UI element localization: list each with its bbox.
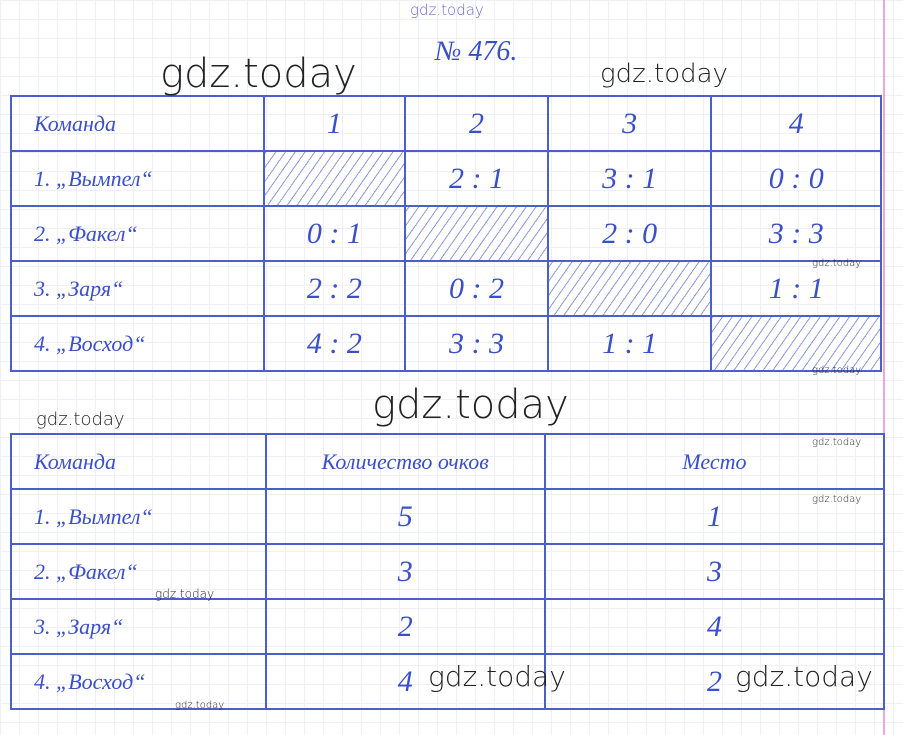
team-name: 4. „Восход“	[10, 315, 265, 372]
points-cell: 3	[264, 543, 546, 600]
hatched-cell	[262, 150, 407, 207]
points-cell: 4	[264, 653, 546, 710]
watermark: gdz.today	[155, 587, 215, 601]
table-row: 2. „Факел“ 0 : 1 2 : 0 3 : 3	[10, 205, 882, 262]
table-row: 1. „Вымпел“ 2 : 1 3 : 1 0 : 0	[10, 150, 882, 207]
table-row: 3. „Заря“ 2 : 2 0 : 2 1 : 1	[10, 260, 882, 317]
score-cell: 2 : 0	[546, 205, 713, 262]
team-name: 3. „Заря“	[10, 260, 265, 317]
score-cell: 1 : 1	[710, 260, 882, 317]
table-row: 1. „Вымпел“ 5 1	[10, 488, 886, 545]
table-row: 2. „Факел“ 3 3	[10, 543, 886, 600]
team-name: 2. „Факел“	[10, 205, 265, 262]
place-cell: 3	[543, 543, 886, 600]
header-cell: 4	[710, 95, 882, 152]
hatched-cell	[546, 260, 713, 317]
header-cell: Команда	[10, 95, 265, 152]
score-cell: 1 : 1	[546, 315, 713, 372]
team-name: 1. „Вымпел“	[10, 150, 265, 207]
score-cell: 4 : 2	[262, 315, 407, 372]
team-name: 4. „Восход“	[10, 653, 267, 710]
team-name: 2. „Факел“	[10, 543, 267, 600]
watermark: gdz.today	[812, 365, 862, 376]
place-cell: 1	[543, 488, 886, 545]
exercise-number: № 476.	[435, 36, 518, 67]
score-cell: 2 : 1	[404, 150, 549, 207]
watermark: gdz.today	[428, 660, 566, 693]
points-cell: 5	[264, 488, 546, 545]
watermark: gdz.today	[372, 382, 569, 428]
table-header-row: Команда 1 2 3 4	[10, 95, 882, 152]
table-header-row: Команда Количество очков Место	[10, 433, 886, 490]
score-cell: 0 : 1	[262, 205, 407, 262]
score-cell: 3 : 1	[546, 150, 713, 207]
watermark: gdz.today	[410, 1, 484, 19]
place-cell: 4	[543, 598, 886, 655]
score-cell: 0 : 2	[404, 260, 549, 317]
watermark: gdz.today	[812, 494, 862, 505]
watermark: gdz.today	[600, 59, 728, 89]
header-cell: Количество очков	[264, 433, 546, 490]
table-row: 3. „Заря“ 2 4	[10, 598, 886, 655]
watermark: gdz.today	[812, 258, 862, 269]
place-cell: 2	[543, 653, 886, 710]
margin-line	[883, 0, 885, 735]
hatched-cell	[404, 205, 549, 262]
header-cell: Команда	[10, 433, 267, 490]
watermark: gdz.today	[36, 409, 125, 430]
score-cell: 0 : 0	[710, 150, 882, 207]
score-cell: 3 : 3	[710, 205, 882, 262]
header-cell: Место	[543, 433, 886, 490]
header-cell: 2	[404, 95, 549, 152]
team-name: 3. „Заря“	[10, 598, 267, 655]
watermark: gdz.today	[160, 51, 357, 97]
table-row: 4. „Восход“ 4 2	[10, 653, 886, 710]
watermark: gdz.today	[735, 660, 873, 693]
standings-table: Команда Количество очков Место 1. „Вымпе…	[10, 433, 886, 710]
match-results-table: Команда 1 2 3 4 1. „Вымпел“ 2 : 1 3 : 1 …	[10, 95, 882, 372]
score-cell: 2 : 2	[262, 260, 407, 317]
points-cell: 2	[264, 598, 546, 655]
team-name: 1. „Вымпел“	[10, 488, 267, 545]
hatched-cell	[710, 315, 882, 372]
header-cell: 1	[262, 95, 407, 152]
watermark: gdz.today	[175, 700, 225, 711]
score-cell: 3 : 3	[404, 315, 549, 372]
table-row: 4. „Восход“ 4 : 2 3 : 3 1 : 1	[10, 315, 882, 372]
watermark: gdz.today	[812, 437, 862, 448]
header-cell: 3	[546, 95, 713, 152]
